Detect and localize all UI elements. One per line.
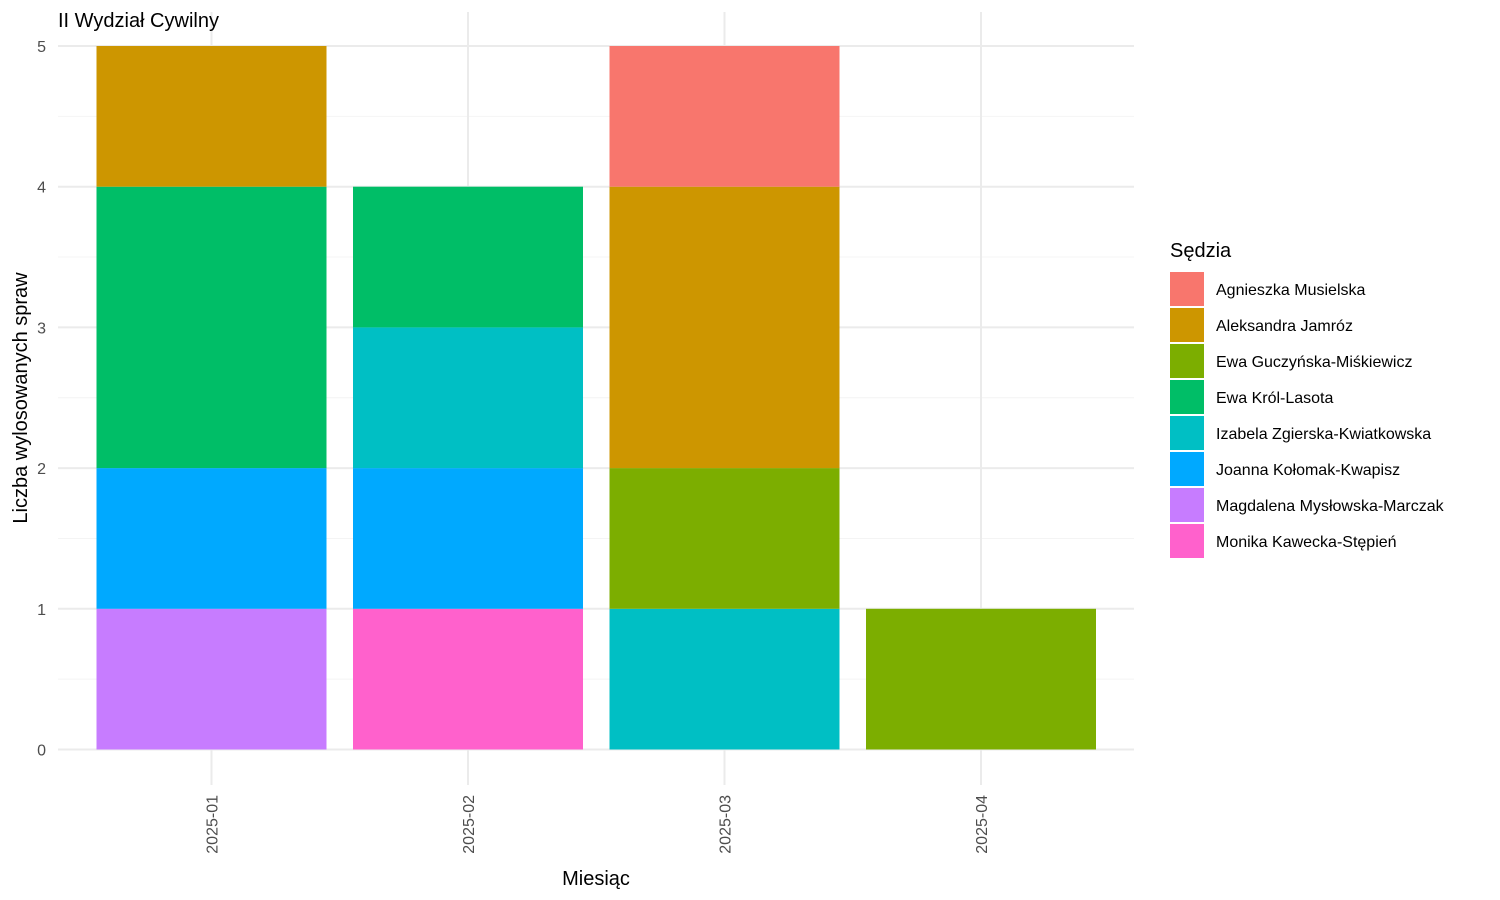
y-tick-label: 4 [37,180,46,197]
legend-key [1170,488,1204,522]
y-tick-label: 5 [37,39,46,56]
x-tick-label: 2025-02 [461,795,478,854]
bar-segment [96,46,327,187]
legend-label: Aleksandra Jamróz [1216,318,1353,335]
y-tick-label: 3 [37,320,46,337]
legend-label: Ewa Guczyńska-Miśkiewicz [1216,354,1412,371]
x-axis-title: Miesiąc [562,868,630,890]
x-axis-ticks: 2025-01 2025-02 2025-03 2025-04 [205,795,992,854]
bars [96,46,1096,750]
bar-segment [96,186,327,469]
chart-title: II Wydział Cywilny [58,10,219,32]
y-tick-label: 0 [37,743,46,760]
bar-segment [866,608,1096,750]
bar-segment [609,46,840,187]
bar-segment [353,327,583,469]
bar-segment [96,468,327,609]
bar-segment [609,186,840,469]
bar-segment [96,608,327,750]
legend: Sędzia Agnieszka Musielska Aleksandra Jam… [1170,240,1445,558]
legend-key [1170,344,1204,378]
legend-key [1170,524,1204,558]
x-tick-label: 2025-01 [205,795,222,854]
x-tick-label: 2025-03 [718,795,735,854]
bar-segment [353,186,583,328]
legend-label: Izabela Zgierska-Kwiatkowska [1216,426,1431,443]
legend-key [1170,416,1204,450]
legend-label: Monika Kawecka-Stępień [1216,534,1397,551]
bar-segment [353,468,583,609]
y-axis-title: Liczba wylosowanych spraw [10,272,32,524]
legend-label: Magdalena Mysłowska-Marczak [1216,498,1445,515]
y-tick-label: 1 [37,602,46,619]
legend-label: Agnieszka Musielska [1216,282,1366,299]
y-axis-ticks: 0 1 2 3 4 5 [37,39,46,760]
bar-segment [609,468,840,609]
legend-key [1170,308,1204,342]
bar-segment [353,608,583,750]
legend-key [1170,380,1204,414]
legend-key [1170,452,1204,486]
legend-label: Ewa Król-Lasota [1216,390,1333,407]
legend-label: Joanna Kołomak-Kwapisz [1216,462,1400,479]
y-tick-label: 2 [37,461,46,478]
x-tick-label: 2025-04 [974,795,991,854]
legend-key [1170,272,1204,306]
bar-segment [609,608,840,750]
legend-title: Sędzia [1170,240,1232,262]
